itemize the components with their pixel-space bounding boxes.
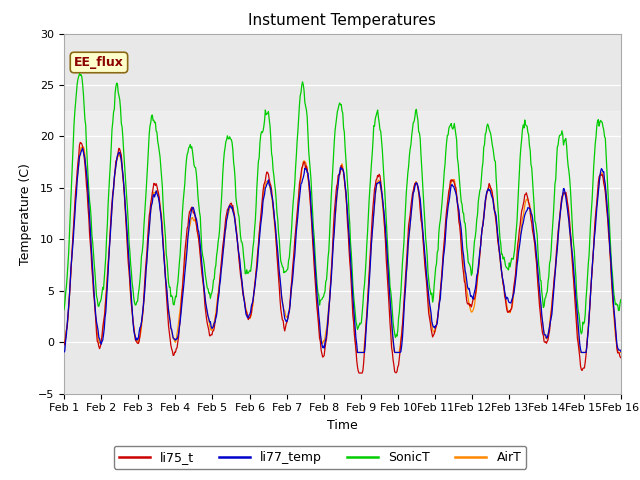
Legend: li75_t, li77_temp, SonicT, AirT: li75_t, li77_temp, SonicT, AirT <box>114 446 526 469</box>
li77_temp <box>354 349 362 355</box>
SonicT <box>70 120 78 126</box>
SonicT <box>617 297 625 302</box>
SonicT <box>185 145 193 151</box>
AirT <box>79 144 86 149</box>
SonicT <box>214 239 222 245</box>
li75_t <box>128 309 136 314</box>
Line: li77_temp: li77_temp <box>64 148 621 352</box>
li75_t <box>428 330 436 336</box>
Line: SonicT: SonicT <box>64 74 621 337</box>
li77_temp <box>412 181 419 187</box>
li75_t <box>70 214 78 220</box>
li75_t <box>214 292 222 298</box>
li75_t <box>185 215 193 220</box>
Line: AirT: AirT <box>64 146 621 352</box>
Bar <box>64 111 621 188</box>
li75_t <box>355 370 363 376</box>
SonicT <box>60 307 68 312</box>
AirT <box>214 290 222 296</box>
li77_temp <box>79 145 86 151</box>
li77_temp <box>70 224 78 229</box>
li75_t <box>76 140 84 145</box>
li77_temp <box>128 306 136 312</box>
li77_temp <box>214 297 222 303</box>
Line: li75_t: li75_t <box>64 143 621 373</box>
AirT <box>70 217 78 223</box>
Y-axis label: Temperature (C): Temperature (C) <box>19 163 33 264</box>
li77_temp <box>428 319 436 324</box>
AirT <box>412 179 419 185</box>
SonicT <box>412 108 419 114</box>
AirT <box>428 322 436 327</box>
SonicT <box>428 290 436 296</box>
AirT <box>617 349 625 355</box>
Text: EE_flux: EE_flux <box>74 56 124 69</box>
li77_temp <box>60 349 68 355</box>
li77_temp <box>617 348 625 354</box>
Title: Instument Temperatures: Instument Temperatures <box>248 13 436 28</box>
AirT <box>60 342 68 348</box>
li75_t <box>60 342 68 348</box>
AirT <box>353 349 360 355</box>
X-axis label: Time: Time <box>327 419 358 432</box>
AirT <box>185 227 193 233</box>
SonicT <box>76 71 83 77</box>
SonicT <box>128 280 136 286</box>
li75_t <box>412 180 419 186</box>
li75_t <box>617 355 625 360</box>
SonicT <box>392 335 399 340</box>
AirT <box>128 310 136 315</box>
li77_temp <box>185 228 193 234</box>
